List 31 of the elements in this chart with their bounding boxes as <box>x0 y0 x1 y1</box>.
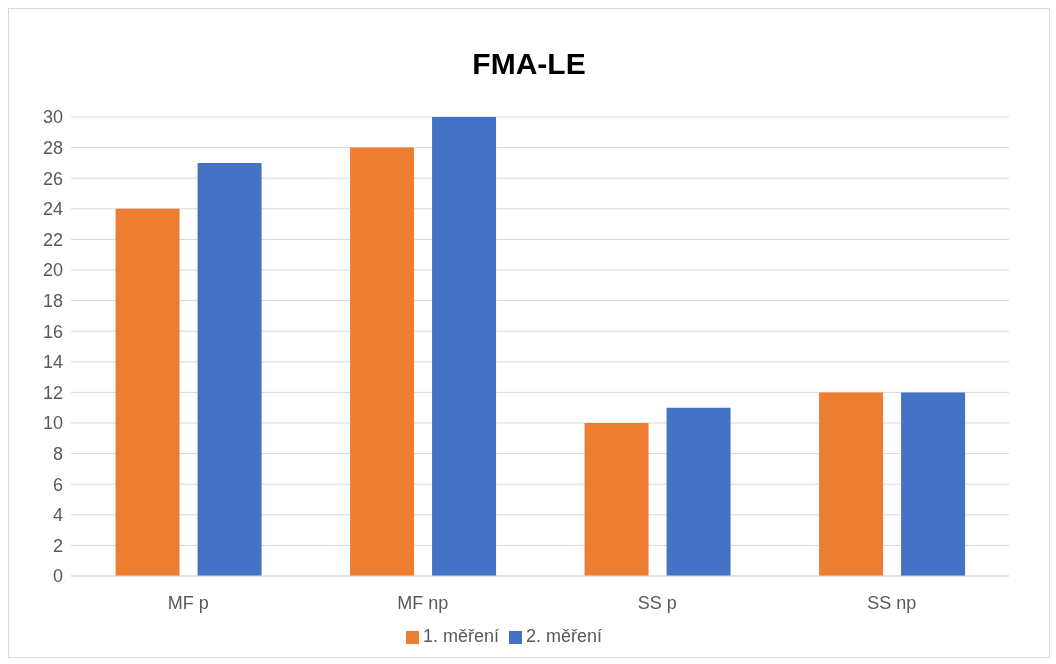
bar <box>115 208 180 576</box>
y-tick-label: 16 <box>42 321 63 342</box>
y-tick-label: 24 <box>42 199 63 220</box>
y-tick-label: 28 <box>42 137 63 158</box>
y-tick-label: 6 <box>52 474 63 495</box>
bar <box>819 392 884 576</box>
y-tick-label: 30 <box>42 107 63 128</box>
y-tick-label: 14 <box>42 352 63 373</box>
y-tick-label: 0 <box>52 566 63 587</box>
bar <box>432 117 497 576</box>
bar <box>666 407 731 576</box>
y-tick-label: 20 <box>42 260 63 281</box>
legend-label: 2. měření <box>526 626 603 646</box>
bar <box>901 392 966 576</box>
y-tick-label: 10 <box>42 413 63 434</box>
y-tick-label: 22 <box>42 229 63 250</box>
y-tick-label: 2 <box>52 535 63 556</box>
y-tick-label: 18 <box>42 290 63 311</box>
y-tick-label: 8 <box>52 443 63 464</box>
x-tick-label: SS np <box>867 592 917 613</box>
y-tick-label: 12 <box>42 382 63 403</box>
bar <box>584 423 649 576</box>
x-tick-label: MF p <box>167 592 209 613</box>
legend-label: 1. měření <box>422 626 499 646</box>
bar <box>197 162 262 576</box>
x-tick-label: SS p <box>637 592 677 613</box>
chart-title: FMA-LE <box>471 46 587 82</box>
x-tick-label: MF np <box>397 592 449 613</box>
y-tick-label: 26 <box>42 168 63 189</box>
bar <box>350 147 415 576</box>
y-tick-label: 4 <box>52 505 63 526</box>
